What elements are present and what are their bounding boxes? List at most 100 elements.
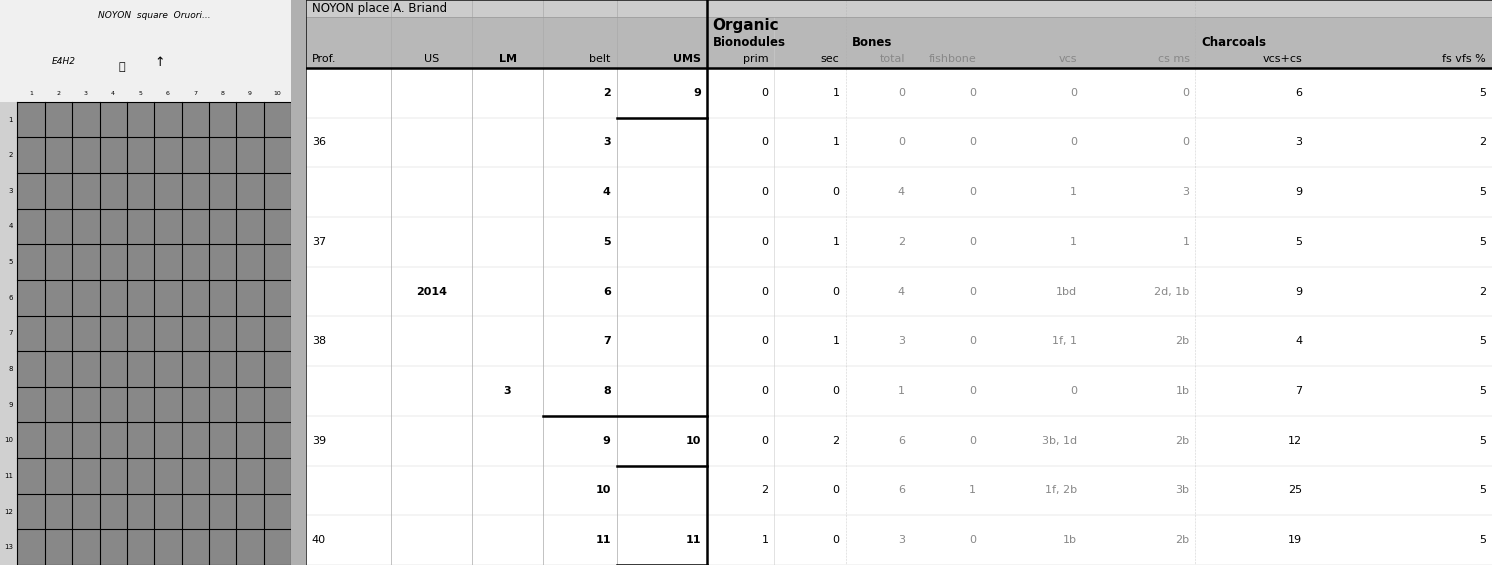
- Bar: [306, 34, 1492, 51]
- Text: 1: 1: [761, 535, 768, 545]
- Bar: [306, 68, 1492, 118]
- Text: Bionodules: Bionodules: [713, 36, 786, 49]
- Text: fishbone: fishbone: [928, 54, 976, 64]
- Text: 10: 10: [595, 485, 610, 496]
- Bar: [306, 515, 1492, 565]
- Text: 5: 5: [1479, 386, 1486, 396]
- Text: 0: 0: [1183, 88, 1189, 98]
- Text: belt: belt: [589, 54, 610, 64]
- Text: 0: 0: [761, 436, 768, 446]
- Text: 5: 5: [9, 259, 13, 265]
- Text: 0: 0: [1070, 137, 1077, 147]
- Text: 0: 0: [761, 88, 768, 98]
- Text: 5: 5: [1479, 485, 1486, 496]
- Text: 0: 0: [833, 535, 840, 545]
- Text: 3b, 1d: 3b, 1d: [1041, 436, 1077, 446]
- Text: 5: 5: [1479, 436, 1486, 446]
- Text: 12: 12: [1288, 436, 1303, 446]
- Text: 4: 4: [898, 187, 904, 197]
- Bar: [306, 17, 1492, 34]
- Text: 7: 7: [9, 331, 13, 336]
- Text: 0: 0: [898, 88, 904, 98]
- Text: 3b: 3b: [1176, 485, 1189, 496]
- Text: 5: 5: [1479, 336, 1486, 346]
- Text: 9: 9: [9, 402, 13, 407]
- Text: Charcoals: Charcoals: [1201, 36, 1267, 49]
- Text: 38: 38: [312, 336, 325, 346]
- Text: vcs: vcs: [1058, 54, 1077, 64]
- Text: 3: 3: [84, 91, 88, 96]
- Text: 5: 5: [1479, 535, 1486, 545]
- Bar: [18, 102, 291, 565]
- Text: fs vfs %: fs vfs %: [1443, 54, 1486, 64]
- Text: 6: 6: [898, 485, 904, 496]
- Text: 25: 25: [1288, 485, 1303, 496]
- Text: 0: 0: [968, 386, 976, 396]
- Bar: [306, 416, 1492, 466]
- Bar: [306, 51, 1492, 68]
- Text: 11: 11: [4, 473, 13, 479]
- Text: 3: 3: [1295, 137, 1303, 147]
- Text: 5: 5: [1479, 187, 1486, 197]
- Text: 1: 1: [833, 137, 840, 147]
- Text: 3: 3: [9, 188, 13, 194]
- Text: 3: 3: [603, 137, 610, 147]
- Text: 0: 0: [761, 137, 768, 147]
- Text: 3: 3: [1183, 187, 1189, 197]
- Text: 2b: 2b: [1176, 436, 1189, 446]
- Text: 0: 0: [1183, 137, 1189, 147]
- Text: 9: 9: [692, 88, 701, 98]
- Text: 2: 2: [9, 152, 13, 158]
- Text: 1: 1: [833, 336, 840, 346]
- Bar: [306, 167, 1492, 217]
- Text: 0: 0: [968, 187, 976, 197]
- Text: 1f, 1: 1f, 1: [1052, 336, 1077, 346]
- Text: 2: 2: [57, 91, 61, 96]
- Text: 8: 8: [603, 386, 610, 396]
- Text: 0: 0: [761, 187, 768, 197]
- Text: 0: 0: [968, 286, 976, 297]
- Text: 0: 0: [1070, 88, 1077, 98]
- Text: 0: 0: [898, 137, 904, 147]
- Text: 5: 5: [139, 91, 142, 96]
- Text: 11: 11: [685, 535, 701, 545]
- Text: 3: 3: [898, 535, 904, 545]
- Text: 7: 7: [1295, 386, 1303, 396]
- Text: 3: 3: [898, 336, 904, 346]
- Text: 2: 2: [1479, 137, 1486, 147]
- Text: ↑: ↑: [155, 56, 166, 69]
- Text: 6: 6: [1295, 88, 1303, 98]
- Text: 12: 12: [4, 508, 13, 515]
- Text: 2: 2: [761, 485, 768, 496]
- Bar: [0, 0, 291, 102]
- Text: 0: 0: [833, 286, 840, 297]
- Text: total: total: [879, 54, 904, 64]
- Text: 0: 0: [968, 88, 976, 98]
- Text: 0: 0: [833, 187, 840, 197]
- Text: 1b: 1b: [1062, 535, 1077, 545]
- Bar: [306, 0, 1492, 17]
- Text: 2b: 2b: [1176, 336, 1189, 346]
- Bar: [306, 466, 1492, 515]
- Text: 1: 1: [898, 386, 904, 396]
- Text: 0: 0: [968, 436, 976, 446]
- Text: 10: 10: [685, 436, 701, 446]
- Text: 1f, 2b: 1f, 2b: [1044, 485, 1077, 496]
- Text: 1: 1: [30, 91, 33, 96]
- Text: 5: 5: [1479, 88, 1486, 98]
- Text: 40: 40: [312, 535, 325, 545]
- Text: 9: 9: [248, 91, 252, 96]
- Text: 0: 0: [761, 237, 768, 247]
- Text: NOYON  square  Oruori...: NOYON square Oruori...: [98, 11, 210, 20]
- Text: 1: 1: [1183, 237, 1189, 247]
- Text: 13: 13: [4, 544, 13, 550]
- Text: 5: 5: [1479, 237, 1486, 247]
- Text: 11: 11: [595, 535, 610, 545]
- Text: 6: 6: [9, 295, 13, 301]
- Text: 8: 8: [221, 91, 224, 96]
- Text: 1bd: 1bd: [1056, 286, 1077, 297]
- Text: 5: 5: [603, 237, 610, 247]
- Text: 36: 36: [312, 137, 325, 147]
- Text: 2b: 2b: [1176, 535, 1189, 545]
- Text: 6: 6: [166, 91, 170, 96]
